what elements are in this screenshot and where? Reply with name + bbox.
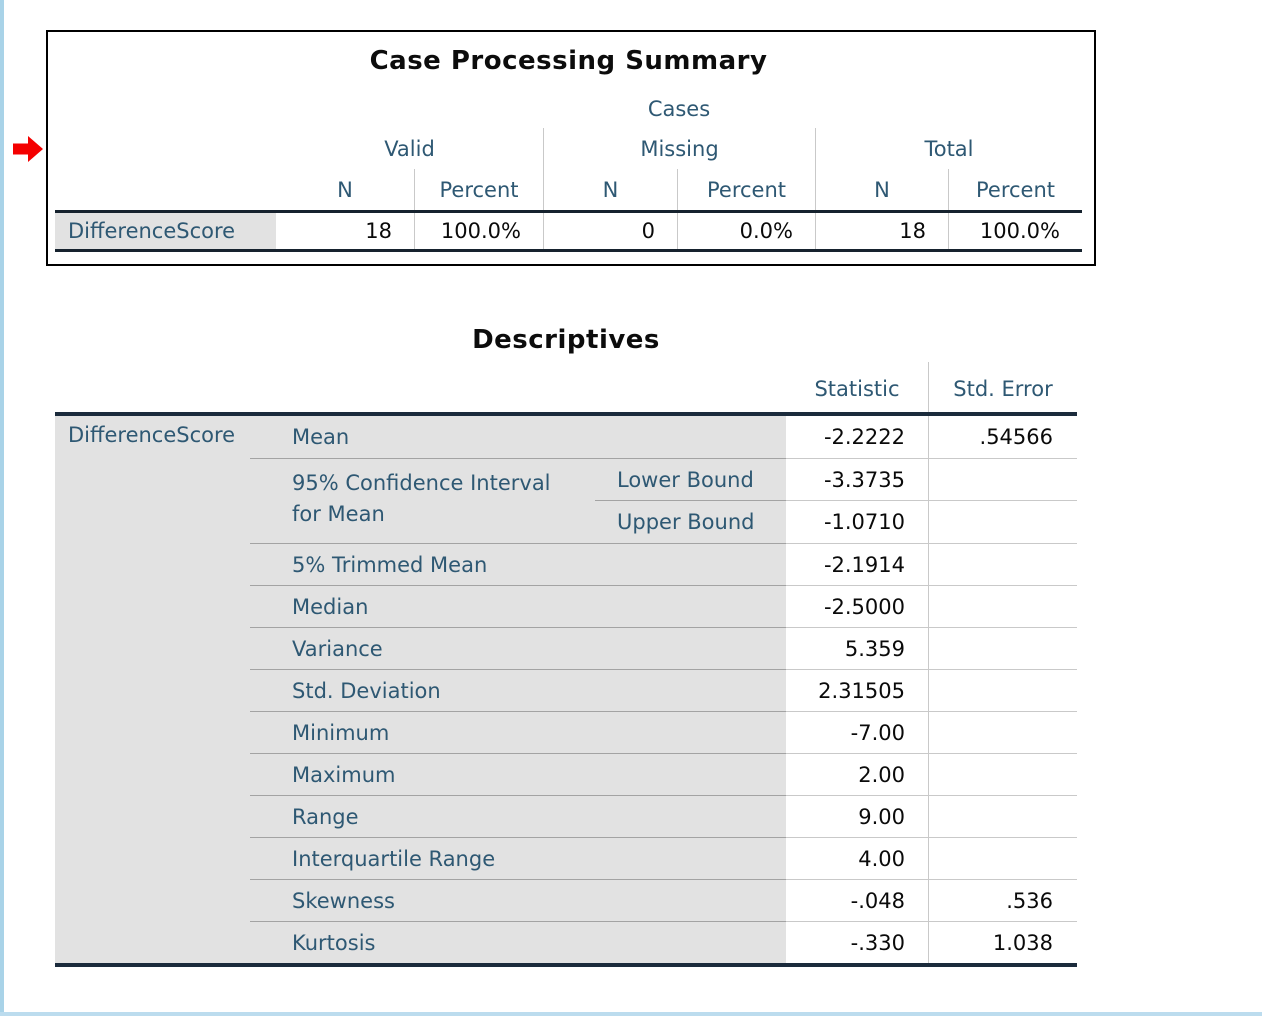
- descriptives-top-rule: [55, 412, 1077, 416]
- stat-label-range: Range: [250, 795, 786, 837]
- valid-n-header: N: [337, 177, 353, 202]
- statistic-column-header: Statistic: [814, 377, 900, 401]
- stat-label-trimmed-mean: 5% Trimmed Mean: [250, 543, 786, 585]
- stat-label-confidence-interval: 95% Confidence Interval for Mean: [250, 458, 595, 543]
- valid-percent-header: Percent: [414, 169, 543, 210]
- stat-label-mean: Mean: [250, 416, 786, 458]
- std-error-value: [928, 458, 1077, 500]
- total-n-header: N: [815, 169, 948, 210]
- statistic-value: -.048: [786, 879, 928, 921]
- bound-label-lower: Lower Bound: [595, 458, 786, 500]
- std-error-value: [928, 795, 1077, 837]
- statistic-value: 9.00: [786, 795, 928, 837]
- statistic-value: -2.5000: [786, 585, 928, 627]
- row-label-differencescore: DifferenceScore: [55, 416, 250, 963]
- missing-n-header: N: [543, 169, 677, 210]
- case-processing-summary-title: Case Processing Summary: [369, 46, 768, 76]
- stat-label-interquartile-range: Interquartile Range: [250, 837, 786, 879]
- std-error-value: [928, 753, 1077, 795]
- std-error-value: [928, 585, 1077, 627]
- bottom-rule: [55, 249, 1082, 252]
- descriptives-title: Descriptives: [472, 325, 660, 355]
- stat-label-kurtosis: Kurtosis: [250, 921, 786, 963]
- statistic-value: 2.00: [786, 753, 928, 795]
- statistic-value: -.330: [786, 921, 928, 963]
- missing-group-header: Missing: [543, 128, 815, 169]
- statistic-value: 5.359: [786, 627, 928, 669]
- std-error-value: .54566: [928, 416, 1077, 458]
- stat-label-variance: Variance: [250, 627, 786, 669]
- std-error-value: [928, 500, 1077, 543]
- total-percent-value: 100.0%: [948, 213, 1082, 249]
- stat-label-skewness: Skewness: [250, 879, 786, 921]
- std-error-value: [928, 711, 1077, 753]
- valid-group-header: Valid: [384, 136, 435, 161]
- cases-header: Cases: [647, 97, 711, 121]
- stat-label-median: Median: [250, 585, 786, 627]
- std-error-value: [928, 627, 1077, 669]
- missing-percent-value: 0.0%: [677, 213, 815, 249]
- total-group-header: Total: [815, 128, 1082, 169]
- total-n-value: 18: [815, 213, 948, 249]
- valid-n-value: 18: [365, 219, 392, 243]
- statistic-value: -2.2222: [786, 416, 928, 458]
- std-error-value: .536: [928, 879, 1077, 921]
- std-error-value: [928, 543, 1077, 585]
- pane-bottom-accent-bar: [0, 1012, 1262, 1016]
- case-processing-summary-table[interactable]: Case Processing Summary Cases Valid Miss…: [46, 30, 1096, 266]
- stat-label-maximum: Maximum: [250, 753, 786, 795]
- bound-label-upper: Upper Bound: [595, 500, 786, 543]
- row-label-differencescore: DifferenceScore: [55, 213, 276, 249]
- statistic-value: 2.31505: [786, 669, 928, 711]
- std-error-value: [928, 837, 1077, 879]
- stat-label-std-deviation: Std. Deviation: [250, 669, 786, 711]
- header-spacer: [55, 362, 786, 412]
- missing-n-value: 0: [543, 213, 677, 249]
- statistic-value: -1.0710: [786, 500, 928, 543]
- selection-arrow-icon: [13, 136, 43, 162]
- statistic-value: -3.3735: [786, 458, 928, 500]
- statistic-value: -7.00: [786, 711, 928, 753]
- statistic-value: -2.1914: [786, 543, 928, 585]
- missing-percent-header: Percent: [677, 169, 815, 210]
- valid-percent-value: 100.0%: [414, 213, 543, 249]
- std-error-value: [928, 669, 1077, 711]
- stat-label-minimum: Minimum: [250, 711, 786, 753]
- total-percent-header: Percent: [948, 169, 1082, 210]
- descriptives-bottom-rule: [55, 963, 1077, 967]
- statistic-value: 4.00: [786, 837, 928, 879]
- descriptives-table[interactable]: Descriptives Statistic Std. Error Differ…: [55, 318, 1077, 967]
- pane-left-accent-bar: [0, 0, 4, 1016]
- corner-cell: [55, 169, 276, 210]
- std-error-column-header: Std. Error: [928, 362, 1077, 412]
- header-rule: [55, 210, 1082, 213]
- corner-cell: [55, 128, 276, 169]
- std-error-value: 1.038: [928, 921, 1077, 963]
